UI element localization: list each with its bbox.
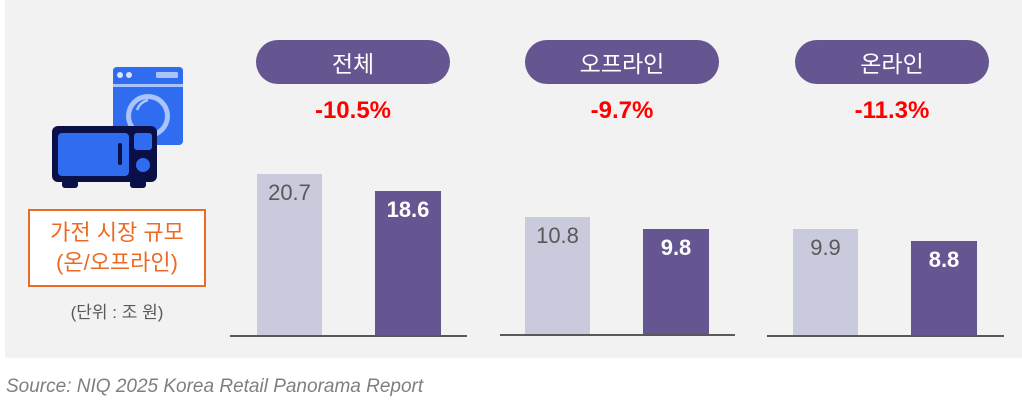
chart-title-line1: 가전 시장 규모 [50,220,184,245]
change-percent-total: -10.5% [314,97,392,124]
unit-label: (단위 : 조 원) [70,303,164,322]
category-label: 오프라인 [579,51,665,77]
bar-value: 20.7 [268,180,311,205]
bar-value: 18.6 [386,197,430,222]
change-percent-offline: -9.7% [590,97,654,124]
category-pill-total: 전체 [256,40,450,84]
microwave-icon [52,126,157,188]
bar-current-online: 8.8 [911,241,977,335]
category-label: 전체 [331,51,375,77]
axis-baseline [230,335,467,337]
axis-baseline [500,334,735,336]
bar-value: 10.8 [536,223,579,248]
category-label: 온라인 [860,51,924,77]
chart-title-line2: (온/오프라인) [56,250,178,275]
bar-current-total: 18.6 [375,191,441,336]
bar-current-offline: 9.8 [643,229,709,334]
source-note: Source: NIQ 2025 Korea Retail Panorama R… [6,376,424,397]
bar-previous-offline: 10.8 [525,217,590,334]
bar-value: 9.8 [660,235,692,260]
bar-value: 8.8 [928,247,960,272]
bar-value: 9.9 [810,235,841,260]
appliance-illustration [40,60,190,190]
change-percent-online: -11.3% [854,97,930,124]
bar-previous-online: 9.9 [793,229,858,335]
category-pill-offline: 오프라인 [525,40,719,84]
axis-baseline [767,335,1004,337]
bar-previous-total: 20.7 [257,174,322,336]
chart-title-box: 가전 시장 규모 (온/오프라인) [28,209,206,287]
category-pill-online: 온라인 [795,40,989,84]
